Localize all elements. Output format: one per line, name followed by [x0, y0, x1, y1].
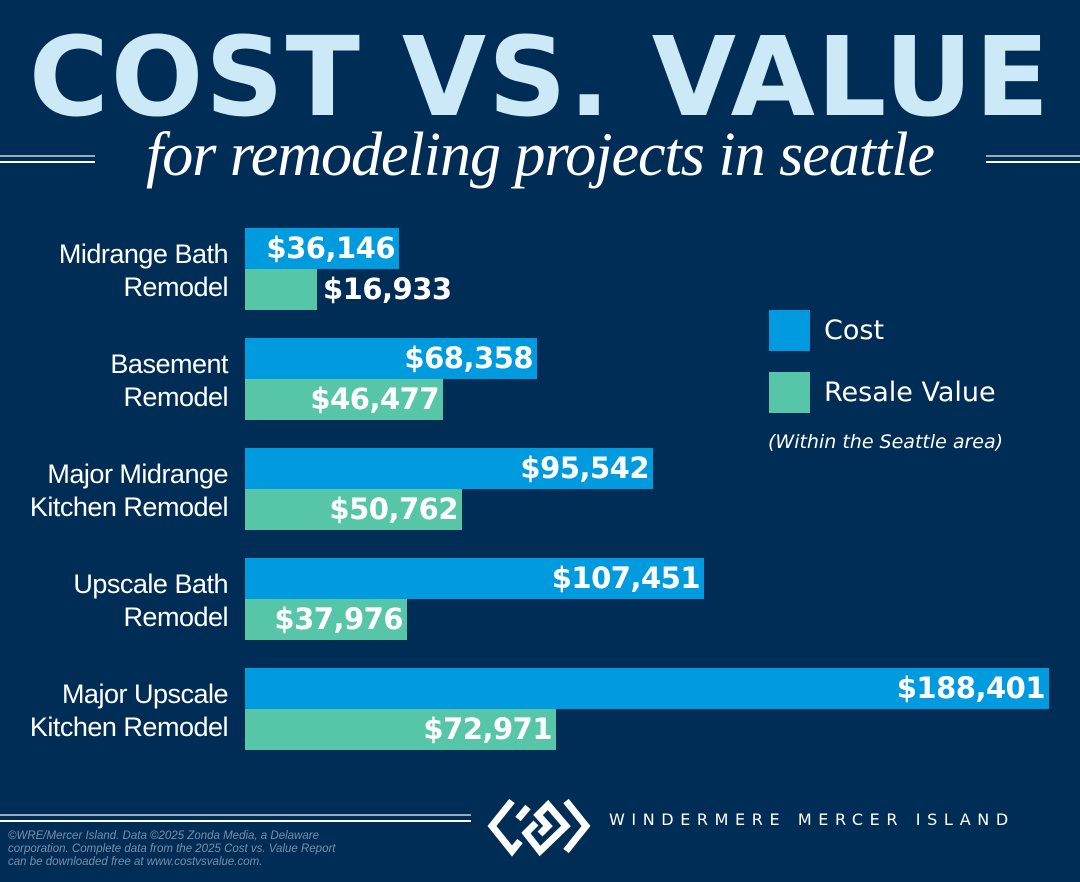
legend-swatch-cost	[769, 310, 810, 351]
footer-note: ©WRE/Mercer Island. Data ©2025 Zonda Med…	[8, 830, 336, 868]
category-label: Major Midrange Kitchen Remodel	[0, 458, 229, 524]
legend-label-resale: Resale Value	[824, 377, 996, 408]
category-label-line2: Remodel	[123, 382, 228, 412]
category-label-line2: Remodel	[123, 602, 228, 632]
resale-bar	[245, 709, 556, 750]
cost-bar	[245, 558, 704, 599]
category-label-line1: Midrange Bath	[58, 239, 229, 269]
category-label-line1: Major Midrange	[47, 459, 228, 489]
cost-bar	[245, 228, 399, 269]
windermere-logo-icon	[487, 798, 591, 857]
legend-note: (Within the Seattle area)	[768, 431, 1004, 453]
category-label-line1: Upscale Bath	[73, 569, 228, 599]
category-label: Major Upscale Kitchen Remodel	[0, 678, 229, 744]
cost-value-label: $95,542	[520, 451, 649, 485]
category-label-line1: Major Upscale	[61, 679, 229, 709]
category-label-line1: Basement	[110, 349, 228, 379]
category-label: Midrange Bath Remodel	[0, 238, 229, 304]
resale-bar	[245, 599, 407, 640]
resale-value-label: $46,477	[310, 382, 439, 416]
resale-value-label: $16,933	[323, 272, 452, 306]
cost-value-label: $188,401	[896, 671, 1046, 705]
title-rule-left-bottom	[0, 161, 95, 163]
resale-bar	[245, 379, 443, 420]
cost-bar	[245, 668, 1049, 709]
resale-value-label: $37,976	[274, 602, 403, 636]
brand-name: WINDERMERE MERCER ISLAND	[609, 810, 1015, 829]
title-rule-right-top	[986, 155, 1080, 157]
cost-bar	[245, 448, 653, 489]
page-subtitle: for remodeling projects in seattle	[146, 121, 935, 189]
title-rule-right-bottom	[986, 161, 1080, 163]
category-label: Upscale Bath Remodel	[0, 568, 228, 634]
cost-value-label: $36,146	[266, 231, 395, 265]
category-label-line2: Kitchen Remodel	[29, 492, 229, 522]
footer-rule-top	[0, 814, 471, 816]
resale-bar	[245, 269, 317, 310]
category-label-line2: Kitchen Remodel	[29, 712, 229, 742]
footer-rule-bottom	[0, 820, 471, 822]
page-title: COST VS. VALUE	[28, 13, 1052, 141]
resale-value-label: $72,971	[423, 712, 552, 746]
category-label: Basement Remodel	[0, 348, 228, 414]
cost-value-label: $107,451	[551, 561, 701, 595]
cost-value-label: $68,358	[404, 341, 533, 375]
category-label-line2: Remodel	[123, 272, 228, 302]
title-rule-left-top	[0, 155, 95, 157]
legend-swatch-resale	[769, 372, 810, 413]
cost-bar	[245, 338, 537, 379]
resale-bar	[245, 489, 462, 530]
resale-value-label: $50,762	[329, 492, 458, 526]
legend-label-cost: Cost	[824, 315, 885, 346]
